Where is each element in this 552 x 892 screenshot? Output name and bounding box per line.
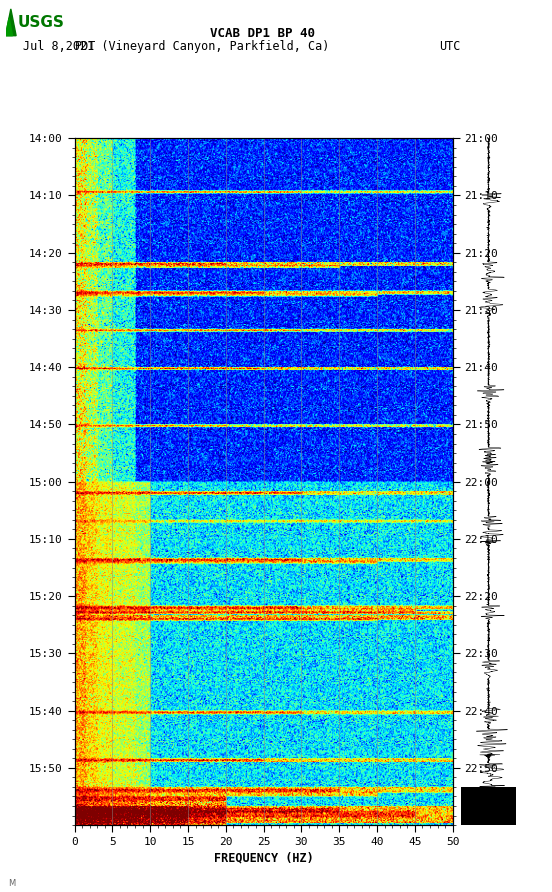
X-axis label: FREQUENCY (HZ): FREQUENCY (HZ): [214, 851, 314, 864]
Text: M: M: [8, 879, 15, 888]
Text: USGS: USGS: [18, 15, 65, 29]
Polygon shape: [6, 18, 13, 36]
Text: UTC: UTC: [439, 40, 460, 53]
Text: Jul 8,2021 (Vineyard Canyon, Parkfield, Ca): Jul 8,2021 (Vineyard Canyon, Parkfield, …: [23, 40, 330, 53]
Text: PDT: PDT: [75, 40, 96, 53]
Text: VCAB DP1 BP 40: VCAB DP1 BP 40: [210, 28, 315, 40]
Bar: [461, 788, 516, 825]
Polygon shape: [6, 9, 16, 36]
